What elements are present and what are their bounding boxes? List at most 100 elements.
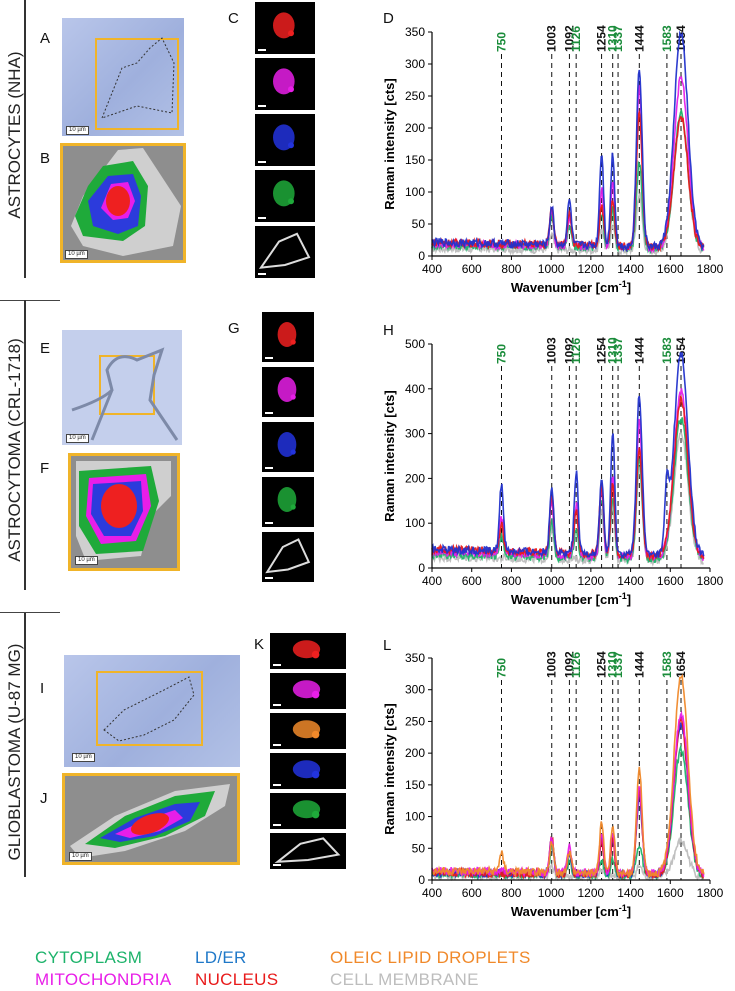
peak-label: 1003 <box>545 337 559 364</box>
x-tick-label: 800 <box>501 262 521 276</box>
x-tick-label: 1000 <box>538 574 565 588</box>
x-tick-label: 1200 <box>578 262 605 276</box>
y-tick-label: 0 <box>418 561 425 575</box>
raman-map-nha: 10 µm <box>60 143 186 263</box>
channel-image <box>255 114 315 166</box>
microscope-image-u87: 10 µm <box>64 655 240 767</box>
legend-cytoplasm: CYTOPLASM <box>35 948 143 967</box>
channel-image <box>255 226 315 278</box>
peak-label: 1583 <box>660 651 674 678</box>
channel-image <box>270 793 346 829</box>
cell-outline <box>71 347 179 441</box>
channel-image <box>262 532 314 582</box>
y-tick-label: 250 <box>405 714 425 728</box>
peak-label: 1337 <box>611 25 625 52</box>
y-tick-label: 100 <box>405 185 425 199</box>
legend-oleic-lipid-droplets: OLEIC LIPID DROPLETS <box>330 948 531 967</box>
channel-signal <box>258 124 295 163</box>
y-tick-label: 500 <box>405 337 425 351</box>
x-tick-label: 1000 <box>538 886 565 900</box>
x-tick-label: 400 <box>422 262 442 276</box>
region-box <box>96 671 203 746</box>
channel-signal <box>265 322 297 359</box>
channel-signal <box>273 760 321 786</box>
row-separator <box>24 300 26 590</box>
peak-label: 1126 <box>569 338 583 364</box>
peak-label: 750 <box>495 32 509 52</box>
y-tick-label: 100 <box>405 810 425 824</box>
channel-signal <box>273 800 321 826</box>
scale-bar: 10 µm <box>66 126 89 135</box>
panel-label-a: A <box>40 30 51 47</box>
y-tick-label: 50 <box>412 217 426 231</box>
panel-label-l: L <box>383 637 392 654</box>
microscope-image-nha: 10 µm <box>62 18 184 136</box>
x-axis-label-sup: -1 <box>619 903 627 913</box>
scale-bar: 10 µm <box>66 434 89 443</box>
peak-label: 1654 <box>674 651 688 678</box>
y-tick-label: 350 <box>405 651 425 665</box>
y-tick-label: 300 <box>405 57 425 71</box>
region-box <box>95 38 179 130</box>
channel-image <box>262 312 314 362</box>
channel-signal <box>265 487 297 524</box>
peak-label: 1092 <box>562 337 576 364</box>
peak-label: 1444 <box>632 337 646 364</box>
peak-label: 1583 <box>660 337 674 364</box>
channel-image <box>262 422 314 472</box>
row-label-astrocytes: ASTROCYTES (NHA) <box>5 51 24 219</box>
x-tick-label: 400 <box>422 574 442 588</box>
panel-label-d: D <box>383 10 394 27</box>
channel-signal <box>258 180 295 219</box>
y-tick-label: 400 <box>405 382 425 396</box>
x-tick-label: 1800 <box>697 574 724 588</box>
x-tick-label: 1200 <box>578 574 605 588</box>
x-axis-label-sup: -1 <box>619 591 627 601</box>
channel-image <box>262 477 314 527</box>
series-line <box>431 673 705 879</box>
channel-signal <box>258 232 311 275</box>
y-axis-label: Raman intensity [cts] <box>382 703 397 834</box>
y-tick-label: 200 <box>405 746 425 760</box>
peak-label: 750 <box>495 658 509 678</box>
raman-map-graphic <box>70 784 230 858</box>
y-tick-label: 150 <box>405 153 425 167</box>
raman-map-graphic <box>71 148 181 256</box>
x-tick-label: 1400 <box>617 262 644 276</box>
raman-map-graphic <box>76 461 171 561</box>
panel-label-i: I <box>40 680 45 697</box>
peak-label: 750 <box>495 344 509 364</box>
x-tick-label: 1000 <box>538 262 565 276</box>
channel-signal <box>273 680 321 706</box>
row-label-astrocytoma: ASTROCYTOMA (CRL-1718) <box>5 338 24 562</box>
y-tick-label: 200 <box>405 471 425 485</box>
channel-image <box>270 833 346 869</box>
legend-nucleus: NUCLEUS <box>195 970 279 989</box>
peak-label: 1444 <box>632 651 646 678</box>
row-separator <box>24 612 26 877</box>
peak-label: 1003 <box>545 25 559 52</box>
channel-image <box>270 753 346 789</box>
y-axis-label: Raman intensity [cts] <box>382 78 397 209</box>
peak-label: 1310 <box>606 651 620 678</box>
channel-image <box>270 713 346 749</box>
channel-image <box>262 367 314 417</box>
x-axis-label-end: ] <box>627 904 631 919</box>
y-tick-label: 300 <box>405 427 425 441</box>
x-tick-label: 1200 <box>578 886 605 900</box>
peak-label: 1254 <box>595 651 609 678</box>
series-line <box>431 710 705 878</box>
peak-label: 1654 <box>674 25 688 52</box>
x-axis-label: Wavenumber [cm-1] <box>511 903 631 919</box>
channel-signal <box>273 640 321 666</box>
peak-label: 1092 <box>562 651 576 678</box>
panel-label-h: H <box>383 322 394 339</box>
microscope-image-crl: 10 µm <box>62 330 182 445</box>
y-tick-label: 50 <box>412 841 426 855</box>
channel-image <box>255 2 315 54</box>
peak-label: 1310 <box>606 25 620 52</box>
x-axis-label: Wavenumber [cm-1] <box>511 591 631 607</box>
channel-image <box>270 633 346 669</box>
y-tick-label: 0 <box>418 873 425 887</box>
